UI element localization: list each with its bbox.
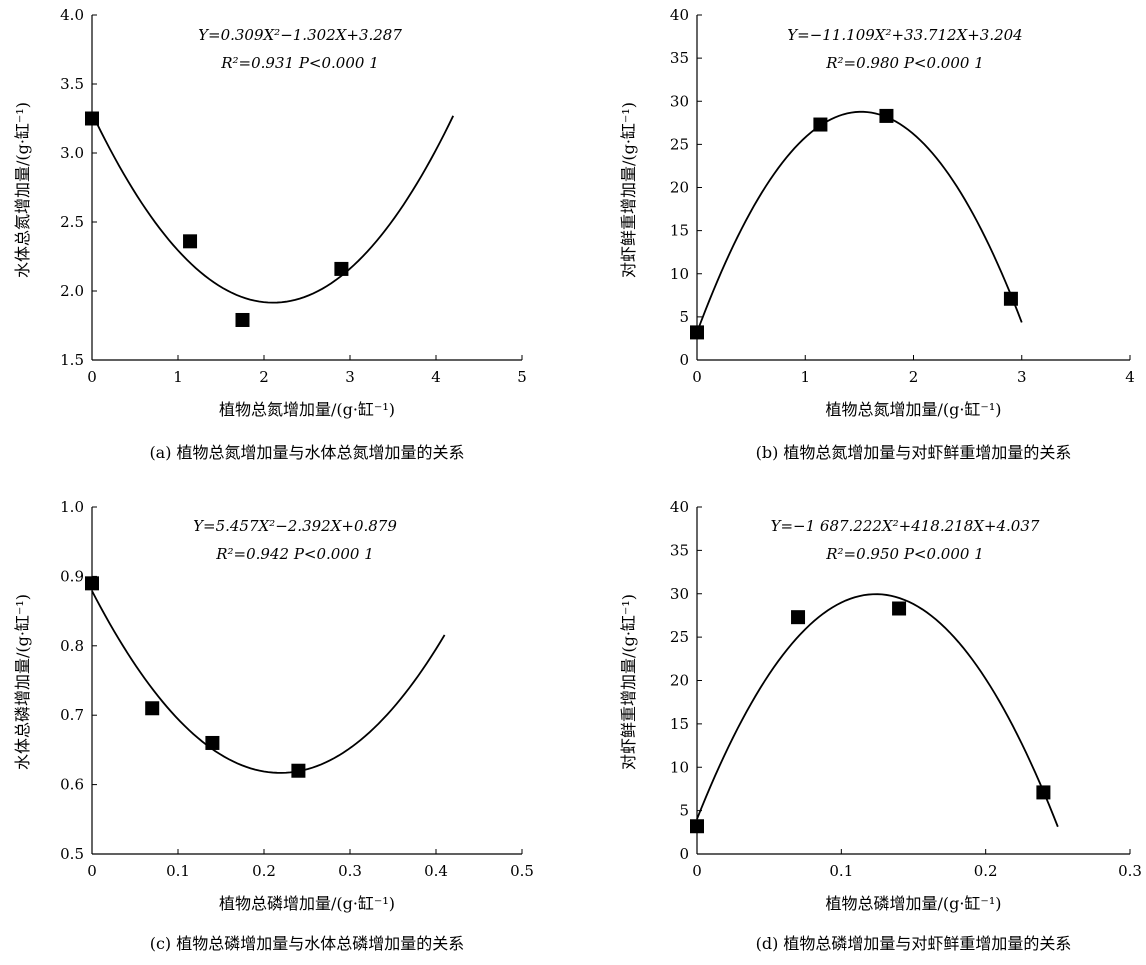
- y-tick-label: 0.8: [60, 637, 84, 655]
- y-tick-label: 0: [679, 351, 689, 369]
- x-tick-label: 2: [259, 368, 269, 386]
- fit-curve: [91, 590, 446, 774]
- data-point: [291, 763, 306, 778]
- x-tick-label: 0: [87, 368, 97, 386]
- y-tick-label: 0.6: [60, 776, 84, 794]
- x-tick-label: 3: [1017, 368, 1027, 386]
- x-tick-label: 0.4: [424, 862, 448, 880]
- y-tick-label: 40: [670, 498, 689, 516]
- fit-curve: [696, 593, 1059, 828]
- data-point: [334, 261, 349, 276]
- y-tick-label: 15: [670, 222, 689, 240]
- y-tick-label: 0.5: [60, 845, 84, 863]
- x-axis-label: 植物总磷增加量/(g·缸⁻¹): [825, 894, 1001, 913]
- y-tick-label: 3.0: [60, 144, 84, 162]
- panel-caption: (c) 植物总磷增加量与水体总磷增加量的关系: [150, 934, 465, 953]
- panel-caption: (b) 植物总氮增加量与对虾鲜重增加量的关系: [756, 443, 1072, 462]
- y-axis-label: 对虾鲜重增加量/(g·缸⁻¹): [619, 594, 638, 770]
- y-tick-label: 1.0: [60, 498, 84, 516]
- fit-stats: R²=0.950 P<0.000 1: [825, 545, 984, 563]
- y-tick-label: 0.9: [60, 567, 84, 585]
- y-tick-label: 35: [670, 541, 689, 559]
- fit-equation: Y=0.309X²−1.302X+3.287: [198, 26, 402, 44]
- data-point: [205, 735, 220, 750]
- fit-equation: Y=−1 687.222X²+418.218X+4.037: [771, 517, 1040, 535]
- x-tick-label: 0: [692, 862, 702, 880]
- data-point: [1036, 785, 1051, 800]
- y-tick-label: 5: [679, 308, 689, 326]
- data-point: [813, 117, 828, 132]
- y-tick-label: 25: [670, 628, 689, 646]
- panel-caption: (d) 植物总磷增加量与对虾鲜重增加量的关系: [756, 934, 1072, 953]
- fit-curve: [696, 110, 1023, 333]
- x-axis-label: 植物总氮增加量/(g·缸⁻¹): [825, 400, 1001, 419]
- x-tick-label: 0.3: [338, 862, 362, 880]
- y-tick-label: 30: [670, 92, 689, 110]
- data-point: [1003, 291, 1018, 306]
- x-tick-label: 2: [909, 368, 919, 386]
- x-tick-label: 0.2: [974, 862, 998, 880]
- x-tick-label: 3: [345, 368, 355, 386]
- x-tick-label: 0.1: [829, 862, 853, 880]
- y-tick-label: 2.0: [60, 282, 84, 300]
- y-tick-label: 30: [670, 585, 689, 603]
- x-tick-label: 0.3: [1118, 862, 1142, 880]
- data-point: [85, 576, 99, 591]
- x-tick-label: 0.5: [510, 862, 534, 880]
- y-tick-label: 40: [670, 6, 689, 24]
- x-axis-label: 植物总磷增加量/(g·缸⁻¹): [219, 894, 395, 913]
- fit-equation: Y=−11.109X²+33.712X+3.204: [787, 26, 1022, 44]
- y-tick-label: 3.5: [60, 75, 84, 93]
- y-tick-label: 10: [670, 758, 689, 776]
- data-point: [690, 819, 704, 834]
- data-point: [235, 312, 250, 327]
- data-point: [879, 108, 894, 123]
- fit-stats: R²=0.942 P<0.000 1: [215, 545, 374, 563]
- fit-stats: R²=0.980 P<0.000 1: [825, 54, 984, 72]
- y-tick-label: 0.7: [60, 706, 84, 724]
- x-axis-label: 植物总氮增加量/(g·缸⁻¹): [219, 400, 395, 419]
- y-tick-label: 2.5: [60, 213, 84, 231]
- fit-equation: Y=5.457X²−2.392X+0.879: [193, 517, 397, 535]
- y-axis-label: 对虾鲜重增加量/(g·缸⁻¹): [619, 102, 638, 278]
- x-tick-label: 0: [87, 862, 97, 880]
- y-tick-label: 35: [670, 49, 689, 67]
- y-tick-label: 4.0: [60, 6, 84, 24]
- x-tick-label: 0.1: [166, 862, 190, 880]
- data-point: [85, 111, 99, 126]
- y-tick-label: 5: [679, 802, 689, 820]
- fit-stats: R²=0.931 P<0.000 1: [220, 54, 379, 72]
- y-tick-label: 10: [670, 265, 689, 283]
- y-axis-label: 水体总磷增加量/(g·缸⁻¹): [13, 594, 32, 770]
- x-tick-label: 4: [1125, 368, 1135, 386]
- y-tick-label: 25: [670, 135, 689, 153]
- x-tick-label: 1: [800, 368, 810, 386]
- x-tick-label: 0.2: [252, 862, 276, 880]
- fit-curve: [91, 112, 455, 304]
- data-point: [690, 325, 704, 340]
- data-point: [791, 610, 806, 625]
- panel-b: 0 5 10 15 20 25 30 35 40 0 1 2 3 4 Y=−11.109X²+33.712X…: [619, 6, 1135, 462]
- panel-d: 0 5 10 15 20 25 30 35 40 0 0.1 0.2 0.3 Y=−1 687.222X²…: [619, 498, 1142, 953]
- y-tick-label: 1.5: [60, 351, 84, 369]
- panel-caption: (a) 植物总氮增加量与水体总氮增加量的关系: [149, 443, 464, 462]
- data-point: [183, 234, 198, 249]
- y-axis-label: 水体总氮增加量/(g·缸⁻¹): [13, 102, 32, 278]
- panel-a: 1.5 2.0 2.5 3.0 3.5 4.0 0 1 2 3 4 5 Y=0.309X²−1.302X…: [13, 6, 527, 462]
- x-tick-label: 5: [517, 368, 527, 386]
- data-point: [145, 701, 160, 716]
- panel-c: 0.5 0.6 0.7 0.8 0.9 1.0 0 0.1 0.2 0.3 0.4 0.5 Y=5.45…: [13, 498, 534, 953]
- data-point: [892, 601, 907, 616]
- x-tick-label: 1: [173, 368, 183, 386]
- y-tick-label: 20: [670, 179, 689, 197]
- x-tick-label: 0: [692, 368, 702, 386]
- y-tick-label: 0: [679, 845, 689, 863]
- x-tick-label: 4: [431, 368, 441, 386]
- y-tick-label: 15: [670, 715, 689, 733]
- y-tick-label: 20: [670, 672, 689, 690]
